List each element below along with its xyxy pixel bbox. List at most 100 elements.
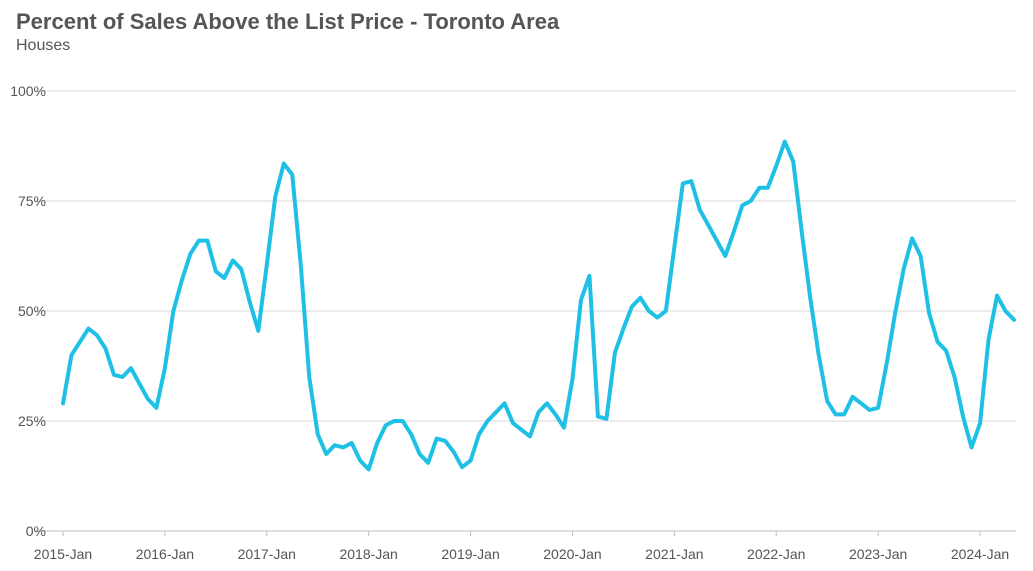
x-tick-label: 2017-Jan [238, 546, 296, 562]
data-point [477, 432, 481, 436]
data-point [214, 269, 218, 273]
x-tick-label: 2022-Jan [747, 546, 805, 562]
x-tick-label: 2020-Jan [543, 546, 601, 562]
data-point [791, 159, 795, 163]
data-point [749, 199, 753, 203]
data-point [197, 239, 201, 243]
data-point [367, 467, 371, 471]
data-point [350, 441, 354, 445]
data-point [910, 236, 914, 240]
data-point [418, 452, 422, 456]
data-point [222, 276, 226, 280]
data-point [103, 346, 107, 350]
data-point [638, 296, 642, 300]
data-point [655, 316, 659, 320]
data-point [426, 461, 430, 465]
data-point [205, 239, 209, 243]
data-point [146, 397, 150, 401]
data-point [953, 375, 957, 379]
data-point [1004, 309, 1008, 313]
data-point [613, 351, 617, 355]
data-point [893, 311, 897, 315]
data-point [282, 162, 286, 166]
data-point [333, 443, 337, 447]
data-point [163, 366, 167, 370]
data-point [248, 300, 252, 304]
data-point [409, 432, 413, 436]
x-tick-label: 2016-Jan [136, 546, 194, 562]
data-point [69, 353, 73, 357]
data-point [273, 195, 277, 199]
chart-subtitle: Houses [16, 37, 71, 54]
data-point [486, 419, 490, 423]
data-point [783, 140, 787, 144]
data-point [384, 423, 388, 427]
data-point [630, 305, 634, 309]
data-point [188, 252, 192, 256]
data-point [902, 267, 906, 271]
series-layer [61, 139, 1016, 472]
data-point [503, 401, 507, 405]
data-point [154, 406, 158, 410]
data-point [961, 415, 965, 419]
data-point [757, 186, 761, 190]
data-point [469, 459, 473, 463]
data-point [970, 445, 974, 449]
data-point [579, 298, 583, 302]
data-point [732, 230, 736, 234]
data-point [129, 366, 133, 370]
data-point [290, 173, 294, 177]
data-point [672, 245, 676, 249]
data-point [86, 327, 90, 331]
data-point [689, 179, 693, 183]
data-point [460, 465, 464, 469]
data-point [511, 421, 515, 425]
x-tick-label: 2018-Jan [339, 546, 397, 562]
data-point [562, 426, 566, 430]
x-tick-label: 2024-Jan [951, 546, 1009, 562]
data-point [800, 230, 804, 234]
data-point [537, 410, 541, 414]
data-point [95, 333, 99, 337]
grid-lines [35, 90, 1016, 532]
y-tick-label: 25% [18, 413, 46, 429]
data-point [647, 309, 651, 313]
data-point [859, 401, 863, 405]
data-point [987, 338, 991, 342]
data-point [842, 412, 846, 416]
data-point [112, 373, 116, 377]
x-axis: 2015-Jan 2016-Jan 2017-Jan 2018-Jan 2019-Jan… [34, 531, 1009, 562]
data-point [324, 452, 328, 456]
data-point [120, 375, 124, 379]
data-point [61, 401, 65, 405]
data-point [868, 408, 872, 412]
data-point [723, 254, 727, 258]
data-point [817, 353, 821, 357]
data-point [392, 419, 396, 423]
data-point [596, 415, 600, 419]
data-point [587, 274, 591, 278]
data-point [137, 382, 141, 386]
data-point [171, 309, 175, 313]
data-point [316, 432, 320, 436]
data-point [885, 362, 889, 366]
data-point [706, 223, 710, 227]
x-tick-label: 2015-Jan [34, 546, 92, 562]
data-point [851, 395, 855, 399]
data-point [180, 278, 184, 282]
data-point [936, 340, 940, 344]
data-point [553, 412, 557, 416]
data-point [528, 434, 532, 438]
data-point [78, 340, 82, 344]
data-point [299, 263, 303, 267]
data-point [358, 459, 362, 463]
data-point [681, 181, 685, 185]
data-point [452, 450, 456, 454]
y-axis: 0% 25% 50% 75% 100% [10, 83, 46, 539]
data-point [944, 349, 948, 353]
y-tick-label: 50% [18, 303, 46, 319]
data-point [978, 421, 982, 425]
y-tick-label: 75% [18, 193, 46, 209]
series-line [61, 139, 1016, 472]
